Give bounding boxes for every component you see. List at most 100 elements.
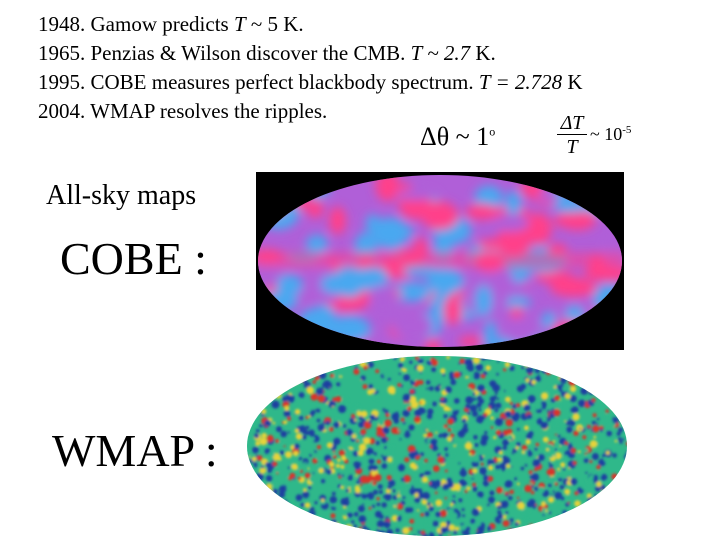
wmap-fluctuation-spot — [545, 368, 552, 376]
wmap-fluctuation-spot — [487, 475, 494, 482]
wmap-fluctuation-spot — [502, 520, 510, 527]
wmap-fluctuation-spot — [465, 403, 471, 410]
wmap-fluctuation-spot — [510, 438, 514, 441]
wmap-fluctuation-spot — [355, 474, 358, 477]
wmap-fluctuation-spot — [247, 507, 248, 512]
wmap-fluctuation-spot — [387, 385, 396, 394]
wmap-fluctuation-spot — [601, 356, 609, 359]
wmap-fluctuation-spot — [446, 436, 453, 442]
wmap-fluctuation-spot — [382, 455, 389, 462]
wmap-fluctuation-spot — [570, 447, 577, 454]
wmap-fluctuation-spot — [482, 455, 485, 458]
wmap-fluctuation-spot — [284, 405, 290, 411]
cobe-anisotropy-blob — [258, 336, 270, 347]
wmap-fluctuation-spot — [553, 519, 557, 523]
wmap-fluctuation-spot — [332, 452, 336, 456]
wmap-fluctuation-spot — [276, 426, 282, 433]
wmap-fluctuation-spot — [449, 502, 454, 507]
wmap-fluctuation-spot — [604, 515, 612, 523]
wmap-fluctuation-spot — [428, 402, 431, 406]
wmap-fluctuation-spot — [461, 480, 468, 487]
wmap-fluctuation-spot — [280, 430, 287, 438]
wmap-fluctuation-spot — [244, 487, 246, 491]
wmap-fluctuation-spot — [305, 415, 309, 420]
wmap-fluctuation-spot — [367, 453, 371, 456]
wmap-fluctuation-spot — [409, 389, 415, 394]
wmap-fluctuation-spot — [277, 374, 286, 383]
wmap-fluctuation-spot — [560, 523, 564, 527]
wmap-fluctuation-spot — [282, 396, 288, 402]
wmap-fluctuation-spot — [592, 425, 600, 433]
wmap-fluctuation-spot — [458, 462, 461, 465]
wmap-fluctuation-spot — [551, 525, 560, 534]
wmap-fluctuation-spot — [423, 433, 427, 438]
wmap-fluctuation-spot — [326, 442, 333, 449]
wmap-fluctuation-spot — [614, 359, 618, 363]
wmap-fluctuation-spot — [416, 364, 424, 372]
wmap-fluctuation-spot — [397, 463, 405, 472]
wmap-fluctuation-spot — [371, 465, 378, 471]
cobe-anisotropy-blob — [307, 200, 324, 219]
wmap-fluctuation-spot — [587, 380, 595, 388]
cobe-anisotropy-blob — [258, 196, 299, 230]
wmap-fluctuation-spot — [521, 366, 525, 370]
wmap-fluctuation-spot — [515, 445, 520, 450]
wmap-fluctuation-spot — [407, 525, 410, 528]
wmap-fluctuation-spot — [609, 359, 613, 363]
wmap-fluctuation-spot — [548, 406, 553, 411]
wmap-fluctuation-spot — [531, 473, 539, 482]
wmap-fluctuation-spot — [370, 388, 376, 394]
cobe-anisotropy-blob — [320, 273, 353, 295]
wmap-fluctuation-spot — [485, 365, 491, 371]
wmap-fluctuation-spot — [569, 517, 572, 520]
wmap-fluctuation-spot — [333, 437, 341, 445]
wmap-fluctuation-spot — [488, 465, 494, 471]
wmap-fluctuation-spot — [527, 395, 536, 403]
wmap-fluctuation-spot — [410, 400, 419, 409]
wmap-fluctuation-spot — [494, 408, 499, 413]
wmap-fluctuation-spot — [271, 459, 274, 463]
wmap-fluctuation-spot — [570, 407, 576, 413]
wmap-fluctuation-spot — [327, 356, 336, 364]
wmap-fluctuation-spot — [286, 383, 290, 388]
cobe-anisotropy-blob — [426, 268, 464, 295]
wmap-fluctuation-spot — [466, 437, 472, 442]
wmap-fluctuation-spot — [504, 362, 510, 368]
wmap-fluctuation-spot — [502, 439, 509, 447]
wmap-fluctuation-spot — [320, 529, 327, 536]
wmap-fluctuation-spot — [443, 414, 448, 419]
wmap-fluctuation-spot — [561, 518, 564, 522]
wmap-fluctuation-spot — [598, 533, 605, 536]
wmap-fluctuation-spot — [331, 361, 336, 365]
wmap-fluctuation-spot — [459, 469, 467, 477]
wmap-fluctuation-spot — [403, 374, 410, 382]
timeline-text: 1965. Penzias & Wilson discover the CMB. — [38, 41, 411, 65]
wmap-fluctuation-spot — [496, 486, 503, 494]
wmap-fluctuation-spot — [247, 493, 250, 502]
wmap-fluctuation-spot — [553, 385, 557, 389]
wmap-fluctuation-spot — [520, 383, 527, 390]
wmap-fluctuation-spot — [540, 401, 547, 409]
wmap-fluctuation-spot — [437, 453, 441, 457]
wmap-fluctuation-spot — [247, 408, 248, 415]
wmap-fluctuation-spot — [346, 531, 354, 536]
wmap-fluctuation-spot — [621, 438, 625, 441]
wmap-fluctuation-spot — [501, 417, 504, 420]
wmap-fluctuation-spot — [356, 354, 360, 356]
all-sky-maps-label: All-sky maps — [46, 180, 197, 211]
wmap-fluctuation-spot — [487, 528, 491, 532]
cobe-anisotropy-blob — [463, 276, 505, 292]
wmap-fluctuation-spot — [297, 476, 302, 481]
wmap-fluctuation-spot — [381, 454, 384, 457]
wmap-fluctuation-spot — [253, 404, 262, 413]
angle-text: Δθ ~ 1 — [420, 122, 490, 151]
wmap-fluctuation-spot — [595, 360, 600, 365]
wmap-fluctuation-spot — [274, 371, 277, 374]
cobe-anisotropy-blob — [542, 311, 556, 328]
cobe-anisotropy-blob — [356, 342, 370, 347]
wmap-fluctuation-spot — [603, 512, 610, 519]
wmap-fluctuation-spot — [391, 445, 395, 448]
cobe-sky-map — [256, 172, 624, 350]
wmap-fluctuation-spot — [381, 463, 388, 469]
wmap-fluctuation-spot — [278, 440, 282, 444]
